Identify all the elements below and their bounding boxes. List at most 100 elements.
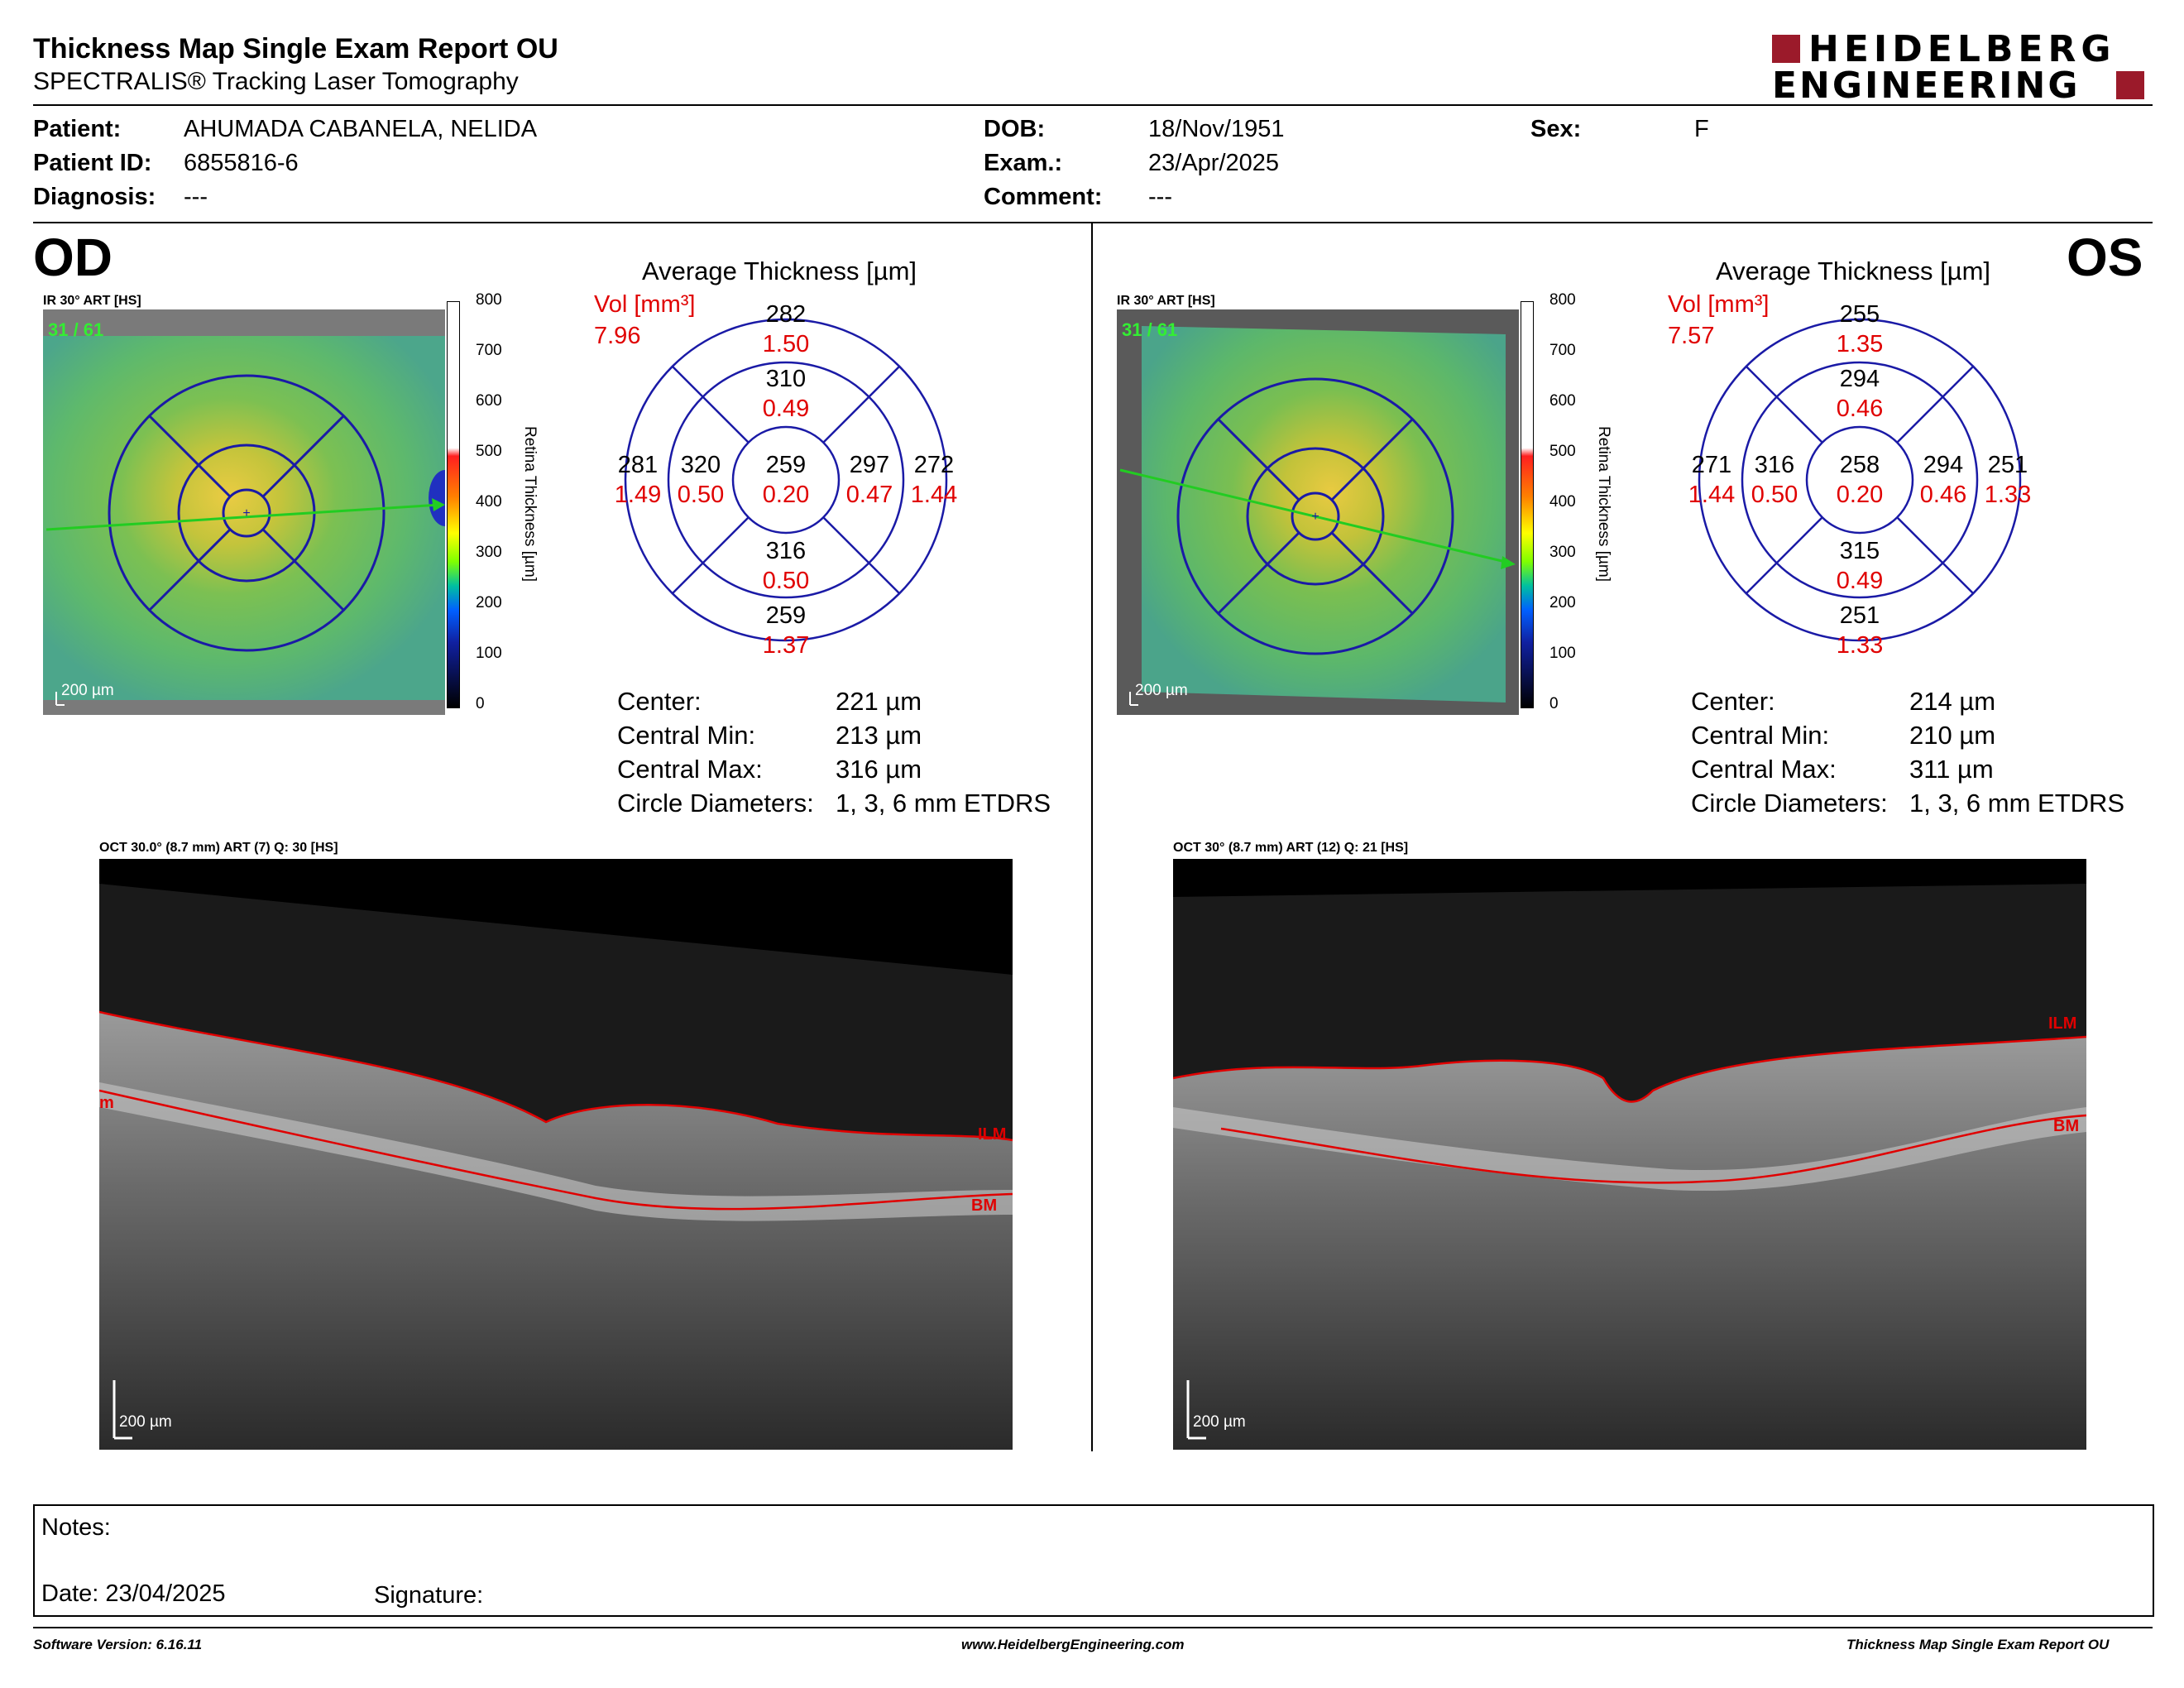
patient-id: 6855816-6 bbox=[184, 150, 299, 176]
od-max-value: 316 µm bbox=[836, 755, 922, 784]
svg-text:+: + bbox=[242, 506, 250, 520]
logo-line2: ENGINEERING bbox=[1772, 65, 2081, 107]
os-bm-label: BM bbox=[2053, 1117, 2080, 1135]
od-eye-label: OD bbox=[33, 228, 113, 287]
od-outer-top-volume: 1.50 bbox=[762, 331, 810, 357]
od-thickness-map: + 31 / 61 200 µm bbox=[43, 309, 462, 715]
os-tick-700: 700 bbox=[1549, 342, 1576, 359]
od-map-scale: 200 µm bbox=[61, 682, 114, 699]
footer-report-name: Thickness Map Single Exam Report OU bbox=[1846, 1637, 2110, 1652]
os-outer-left-volume: 1.44 bbox=[1688, 482, 1736, 508]
od-inner-right-volume: 0.47 bbox=[845, 482, 893, 508]
od-oct-title: OCT 30.0° (8.7 mm) ART (7) Q: 30 [HS] bbox=[99, 841, 338, 855]
date-label: Date: 23/04/2025 bbox=[41, 1580, 226, 1607]
od-inner-top-volume: 0.49 bbox=[762, 396, 810, 422]
notes-box[interactable]: Notes: Date: 23/04/2025 Signature: bbox=[33, 1504, 2154, 1617]
os-inner-bottom-thickness: 315 bbox=[1839, 538, 1880, 564]
os-tick-500: 500 bbox=[1549, 443, 1576, 460]
os-outer-left-thickness: 271 bbox=[1691, 452, 1732, 478]
os-outer-right-thickness: 251 bbox=[1987, 452, 2028, 478]
logo-red-square-bottom bbox=[2116, 71, 2144, 99]
od-oct-scale: 200 µm bbox=[119, 1413, 172, 1431]
od-outer-bottom-thickness: 259 bbox=[765, 602, 807, 629]
os-min-label: Central Min: bbox=[1691, 721, 1830, 750]
od-tick-0: 0 bbox=[476, 695, 485, 712]
comment-label: Comment: bbox=[984, 184, 1103, 210]
report-subtitle: SPECTRALIS® Tracking Laser Tomography bbox=[33, 68, 519, 95]
od-outer-right-thickness: 272 bbox=[913, 452, 955, 478]
os-etdrs-chart: 255 1.35 294 0.46 271 1.44 316 0.50 258 … bbox=[1669, 290, 2050, 670]
os-tick-0: 0 bbox=[1549, 695, 1559, 712]
os-inner-bottom-volume: 0.49 bbox=[1836, 568, 1884, 594]
exam-label: Exam.: bbox=[984, 150, 1063, 176]
os-tick-600: 600 bbox=[1549, 392, 1576, 410]
patient-label: Patient: bbox=[33, 116, 122, 142]
od-center-volume: 0.20 bbox=[762, 482, 810, 508]
os-outer-top-volume: 1.35 bbox=[1836, 331, 1884, 357]
info-divider bbox=[33, 222, 2153, 223]
footer-software-version: Software Version: 6.16.11 bbox=[33, 1637, 203, 1652]
os-outer-bottom-thickness: 251 bbox=[1839, 602, 1880, 629]
od-outer-bottom-volume: 1.37 bbox=[762, 632, 810, 659]
od-inner-top-thickness: 310 bbox=[765, 366, 807, 392]
dob-label: DOB: bbox=[984, 116, 1046, 142]
header-divider bbox=[33, 104, 2153, 106]
od-tick-400: 400 bbox=[476, 493, 502, 511]
od-tick-700: 700 bbox=[476, 342, 502, 359]
svg-text:+: + bbox=[1311, 510, 1319, 524]
od-bm-label: BM bbox=[971, 1196, 998, 1215]
os-vol-label: Vol [mm³] bbox=[1668, 291, 1770, 318]
od-tick-600: 600 bbox=[476, 392, 502, 410]
od-etdrs-grid bbox=[108, 374, 386, 652]
os-inner-right-thickness: 294 bbox=[1923, 452, 1964, 478]
od-diam-value: 1, 3, 6 mm ETDRS bbox=[836, 789, 1051, 818]
od-outer-left-volume: 1.49 bbox=[614, 482, 662, 508]
os-eye-label: OS bbox=[2067, 228, 2143, 287]
os-center-volume: 0.20 bbox=[1836, 482, 1884, 508]
os-map-scale: 200 µm bbox=[1135, 682, 1188, 699]
od-outer-left-thickness: 281 bbox=[617, 452, 659, 478]
od-inner-left-thickness: 320 bbox=[680, 452, 721, 478]
logo-red-square-top bbox=[1772, 35, 1800, 63]
od-tick-500: 500 bbox=[476, 443, 502, 460]
os-center-thickness: 258 bbox=[1839, 452, 1880, 478]
os-tick-200: 200 bbox=[1549, 594, 1576, 611]
os-outer-bottom-volume: 1.33 bbox=[1836, 632, 1884, 659]
signature-label: Signature: bbox=[374, 1582, 484, 1609]
od-frame-counter: 31 / 61 bbox=[48, 319, 104, 340]
sex-label: Sex: bbox=[1530, 116, 1582, 142]
os-etdrs-grid bbox=[1176, 377, 1454, 655]
os-center-label: Center: bbox=[1691, 687, 1775, 716]
od-min-value: 213 µm bbox=[836, 721, 922, 750]
os-ilm-label: ILM bbox=[2048, 1014, 2077, 1033]
od-inner-right-thickness: 297 bbox=[849, 452, 890, 478]
os-inner-left-thickness: 316 bbox=[1754, 452, 1795, 478]
os-colorbar bbox=[1521, 301, 1545, 708]
od-inner-bottom-volume: 0.50 bbox=[762, 568, 810, 594]
footer-website[interactable]: www.HeidelbergEngineering.com bbox=[961, 1637, 1185, 1652]
od-center-thickness: 259 bbox=[765, 452, 807, 478]
os-diam-value: 1, 3, 6 mm ETDRS bbox=[1909, 789, 2125, 818]
patient-name: AHUMADA CABANELA, NELIDA bbox=[184, 116, 538, 142]
os-diam-label: Circle Diameters: bbox=[1691, 789, 1888, 818]
comment-value: --- bbox=[1148, 184, 1172, 210]
os-min-value: 210 µm bbox=[1909, 721, 1996, 750]
heidelberg-logo: HEIDELBERG ENGINEERING bbox=[1772, 28, 2153, 107]
od-tick-100: 100 bbox=[476, 645, 502, 662]
os-frame-counter: 31 / 61 bbox=[1122, 319, 1178, 340]
os-map-title: IR 30° ART [HS] bbox=[1117, 294, 1215, 308]
logo-line1: HEIDELBERG bbox=[1808, 28, 2116, 70]
od-vol-value: 7.96 bbox=[594, 323, 641, 349]
patient-id-label: Patient ID: bbox=[33, 150, 152, 176]
od-etdrs-chart: 282 1.50 310 0.49 281 1.49 320 0.50 259 … bbox=[596, 290, 976, 670]
os-inner-top-volume: 0.46 bbox=[1836, 396, 1884, 422]
os-max-label: Central Max: bbox=[1691, 755, 1837, 784]
sex-value: F bbox=[1694, 116, 1709, 142]
os-inner-right-volume: 0.46 bbox=[1919, 482, 1967, 508]
center-divider bbox=[1091, 222, 1093, 1451]
footer-divider bbox=[33, 1627, 2153, 1628]
diagnosis-value: --- bbox=[184, 184, 208, 210]
od-colorbar-title: Retina Thickness [µm] bbox=[521, 426, 539, 582]
os-tick-800: 800 bbox=[1549, 291, 1576, 309]
od-center-value: 221 µm bbox=[836, 687, 922, 716]
